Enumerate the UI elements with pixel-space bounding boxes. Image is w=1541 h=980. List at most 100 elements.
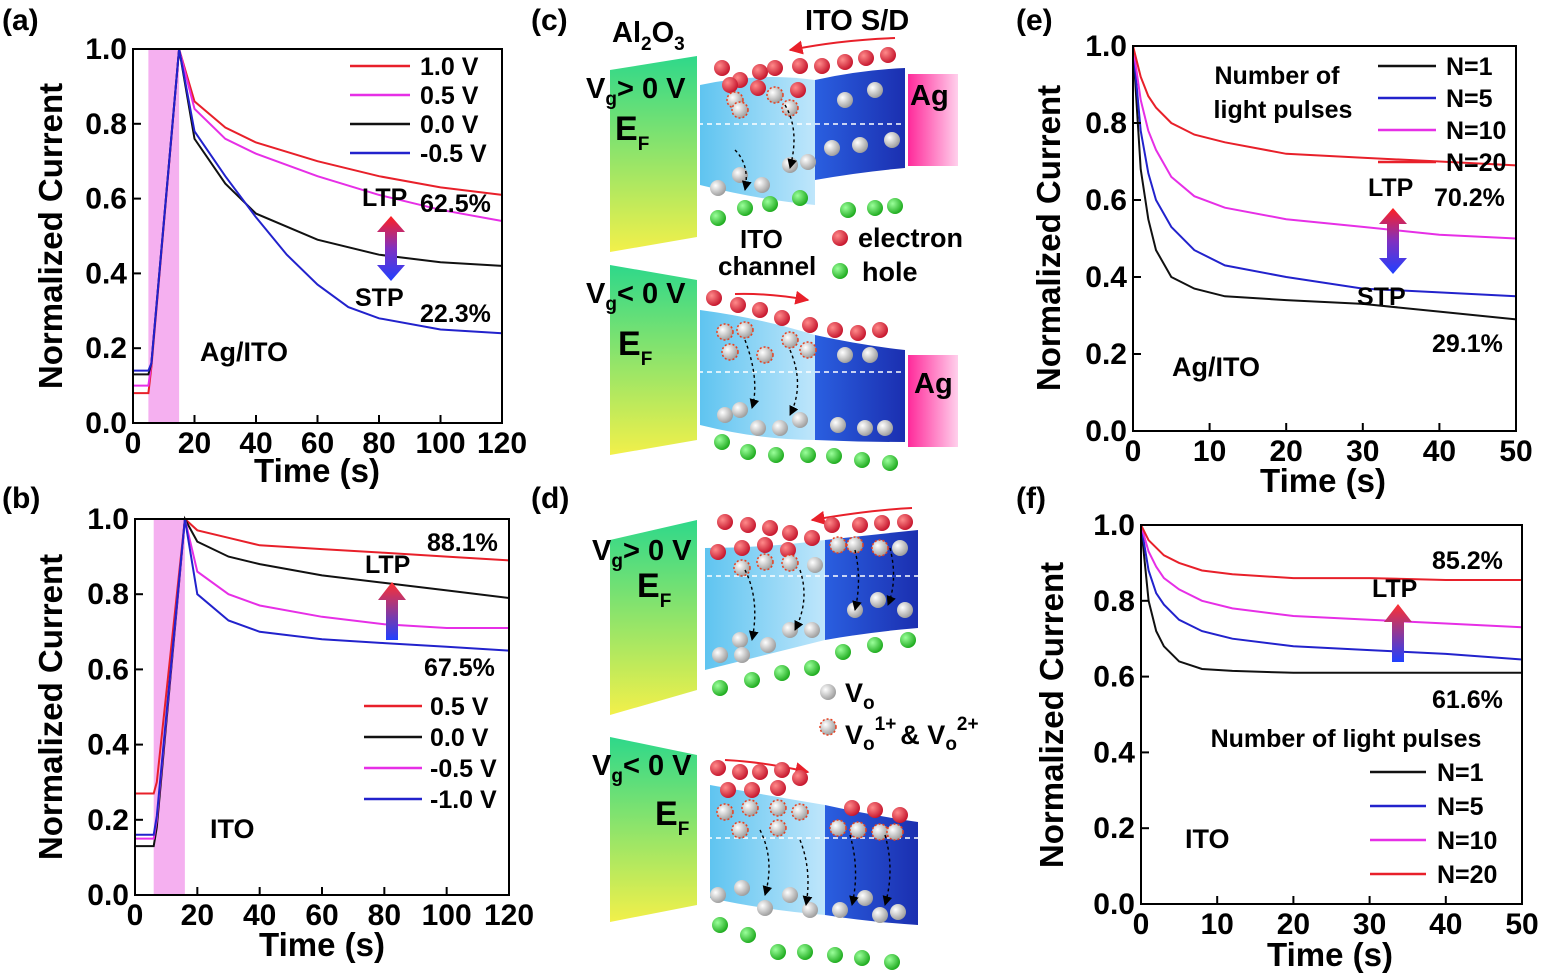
series-line-0-5-v [135,516,510,795]
legend-label: N=1 [1446,53,1493,81]
ito-sd-label: ITO S/D [805,5,909,37]
y-axis-label: Normalized Current [1033,562,1070,868]
hole-dot [712,917,728,933]
electron-dot [732,764,748,780]
hole-dot [800,447,816,463]
x-tick-label: 40 [1429,908,1462,941]
trap-arrow [794,569,805,631]
electron-dot [874,515,890,531]
sample-label: Ag/ITO [200,337,288,367]
x-axis-label: Time (s) [254,452,380,489]
electron-dot [744,782,760,798]
y-tick-label: 1.0 [87,503,129,536]
trap-arrow [744,569,759,641]
hole-dot [826,448,842,464]
vacancy-dot [792,412,808,428]
hole-dot [770,944,786,960]
y-tick-label: 0.0 [87,879,129,912]
hole-dot [740,927,756,943]
x-tick-label: 40 [1423,435,1456,468]
trap-arrow [744,339,760,409]
panel-label-f: (f) [1016,482,1046,515]
hole-dot [882,455,898,471]
electron-dot [837,54,853,70]
x-tick-label: 20 [1277,908,1310,941]
y-tick-label: 0.2 [85,332,127,365]
vacancy-dot [830,417,846,433]
hole-dot [744,672,760,688]
electron-dot [762,520,778,536]
electron-flow-arrow [788,37,896,55]
hole-dot [768,447,784,463]
vacancy-dot [890,904,906,920]
hole-dot [827,947,843,963]
ionized-vacancy-dot [781,331,799,349]
y-tick-label: 0.4 [1093,736,1135,769]
electron-dot [717,514,733,530]
electron-dot [867,802,883,818]
stp-label: STP [355,284,404,312]
y-tick-label: 0.4 [85,257,127,290]
vacancy-dot [884,132,900,148]
electron-dot [720,782,736,798]
electron-dot [767,60,783,76]
electron-dot [790,82,806,98]
vacancy-dot [852,137,868,153]
vacancy-dot [782,622,798,638]
vacancy-dot [772,420,788,436]
x-tick-label: 50 [1505,908,1538,941]
vacancy-dot [710,180,726,196]
vg-positive: Vg> 0 V [586,73,686,110]
ionized-vacancy-dot [766,86,784,104]
y-tick-label: 0.6 [87,653,129,686]
hole-dot [884,954,900,970]
ionized-vacancy-dot [781,554,799,572]
ag-block [908,355,958,447]
ionized-vacancy-dot [721,343,739,361]
electron-dot [750,80,766,96]
y-axis-label: Normalized Current [32,554,69,860]
y-tick-label: 1.0 [85,33,127,66]
legend-label: N=20 [1446,149,1506,177]
electron-flow-arrow [810,507,913,525]
x-tick-label: 60 [305,899,338,932]
hole-dot [854,452,870,468]
y-tick-label: 0.2 [1085,338,1127,371]
vacancy-dot [757,900,773,916]
y-tick-label: 0.6 [85,183,127,216]
series-line-n-20 [1140,524,1522,581]
ionized-vacancy-dot [716,803,734,821]
x-tick-label: 20 [178,427,211,460]
y-tick-label: 1.0 [1085,30,1127,63]
ltp-percent: 62.5% [420,190,491,218]
x-tick-label: 20 [181,899,214,932]
trap-arrow [799,839,813,906]
ionized-vacancy-dot [871,539,889,557]
legend-label: -1.0 V [430,786,497,814]
fermi-level-label: EF [615,110,649,155]
panel-a: (a) 0 20 40 60 80 100 120 0.0 0.2 0.4 0.6 0.8 1.0 Ti… [2,4,527,489]
electron-dot [897,514,913,530]
ltp-stp-arrow [1379,208,1407,274]
vacancy-dot [832,902,848,918]
x-tick-label: 60 [301,427,334,460]
ltp-arrow [378,582,406,640]
ionized-vacancy-dot [886,823,904,841]
ag-label: Ag [910,80,949,112]
y-tick-label: 0.4 [1085,261,1127,294]
legend-label: N=10 [1437,827,1497,855]
y-tick-label: 0.6 [1093,661,1135,694]
ionized-vacancy-dot [799,341,817,359]
sample-label: ITO [1185,824,1230,854]
band-diagram-c: (c) Al2O3 ITO S/D Vg> 0 V EF Ag ITO chan… [531,4,963,471]
electron-legend-icon [832,230,848,246]
hole-dot [774,665,790,681]
ltp-stp-arrow [377,216,405,281]
vacancy-dot [712,647,728,663]
panel-f: (f) 0 10 20 30 40 50 0.0 0.2 0.4 0.6 0.8 1.0 Time (… [1016,482,1539,973]
hole-legend-label: hole [862,257,918,287]
ionized-vacancy-dot [716,323,734,341]
legend-label: N=10 [1446,117,1506,145]
x-tick-label: 100 [415,427,465,460]
vacancy-dot [897,602,913,618]
